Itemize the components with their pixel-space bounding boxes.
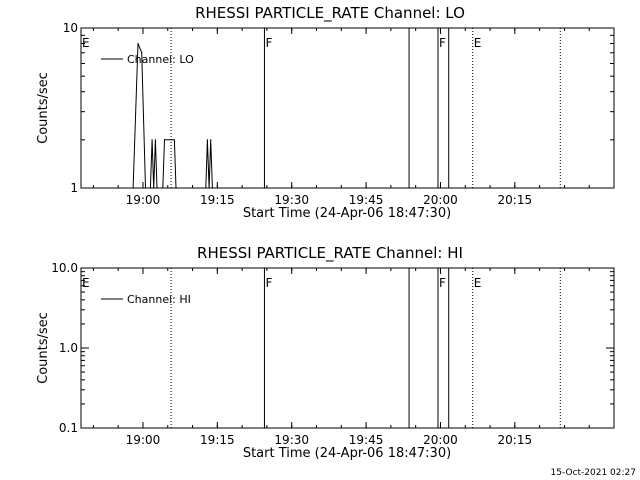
plot-frame [80, 267, 615, 429]
data-point [151, 139, 153, 141]
x-tick-label: 19:00 [126, 193, 161, 207]
legend-entry: Channel: LO [127, 53, 194, 66]
data-point [153, 187, 155, 189]
x-tick-label: 20:15 [498, 433, 533, 447]
panel-1: RHESSI PARTICLE_RATE Channel: HI 19:00 19:… [36, 244, 615, 461]
event-marker-label: F [439, 276, 446, 290]
data-point [175, 187, 177, 189]
x-axis-label: Start Time (24-Apr-06 18:47:30) [243, 206, 451, 221]
event-marker-label: F [439, 36, 446, 50]
x-tick-label: 19:45 [349, 193, 384, 207]
data-point [173, 139, 175, 141]
chart-title: RHESSI PARTICLE_RATE Channel: LO [195, 4, 465, 23]
data-point [205, 187, 207, 189]
y-axis-label: Counts/sec [36, 312, 51, 384]
x-tick-label: 19:45 [349, 433, 384, 447]
chart-title: RHESSI PARTICLE_RATE Channel: HI [197, 244, 463, 263]
data-point [137, 42, 139, 45]
event-marker-label: E [82, 36, 90, 50]
data-point [149, 187, 152, 189]
y-tick-label: 0.1 [59, 421, 78, 435]
x-tick-label: 19:30 [274, 433, 309, 447]
x-tick-label: 19:15 [200, 433, 235, 447]
data-point [141, 52, 143, 54]
event-marker-label: F [265, 36, 272, 50]
y-tick-label: 10.0 [51, 261, 78, 275]
event-marker-label: E [474, 276, 482, 290]
y-tick-label: 1 [70, 181, 78, 195]
y-tick-label: 10 [63, 21, 78, 35]
x-tick-label: 20:00 [423, 433, 458, 447]
event-marker-label: F [265, 276, 272, 290]
plot-frame [80, 27, 615, 189]
data-point [154, 139, 156, 141]
data-point [144, 187, 147, 189]
y-axis-label: Counts/sec [36, 72, 51, 144]
event-marker-label: E [474, 36, 482, 50]
event-marker-label: E [82, 276, 90, 290]
data-point [206, 139, 209, 141]
x-axis-label: Start Time (24-Apr-06 18:47:30) [243, 446, 451, 461]
x-tick-label: 20:15 [498, 193, 533, 207]
data-point [132, 187, 134, 189]
panel-0: RHESSI PARTICLE_RATE Channel: LO 19:00 19:… [36, 4, 615, 221]
data-point [211, 187, 213, 189]
data-point [162, 187, 164, 189]
data-point [156, 187, 158, 189]
timestamp: 15-Oct-2021 02:27 [551, 468, 636, 478]
y-tick-label: 1.0 [59, 341, 78, 355]
x-tick-label: 19:15 [200, 193, 235, 207]
data-point [163, 139, 166, 141]
x-tick-label: 19:30 [274, 193, 309, 207]
series-line [132, 43, 213, 189]
x-tick-label: 19:00 [126, 433, 161, 447]
legend-entry: Channel: HI [127, 293, 191, 306]
data-point [208, 187, 210, 189]
data-point [210, 139, 212, 141]
x-tick-label: 20:00 [423, 193, 458, 207]
